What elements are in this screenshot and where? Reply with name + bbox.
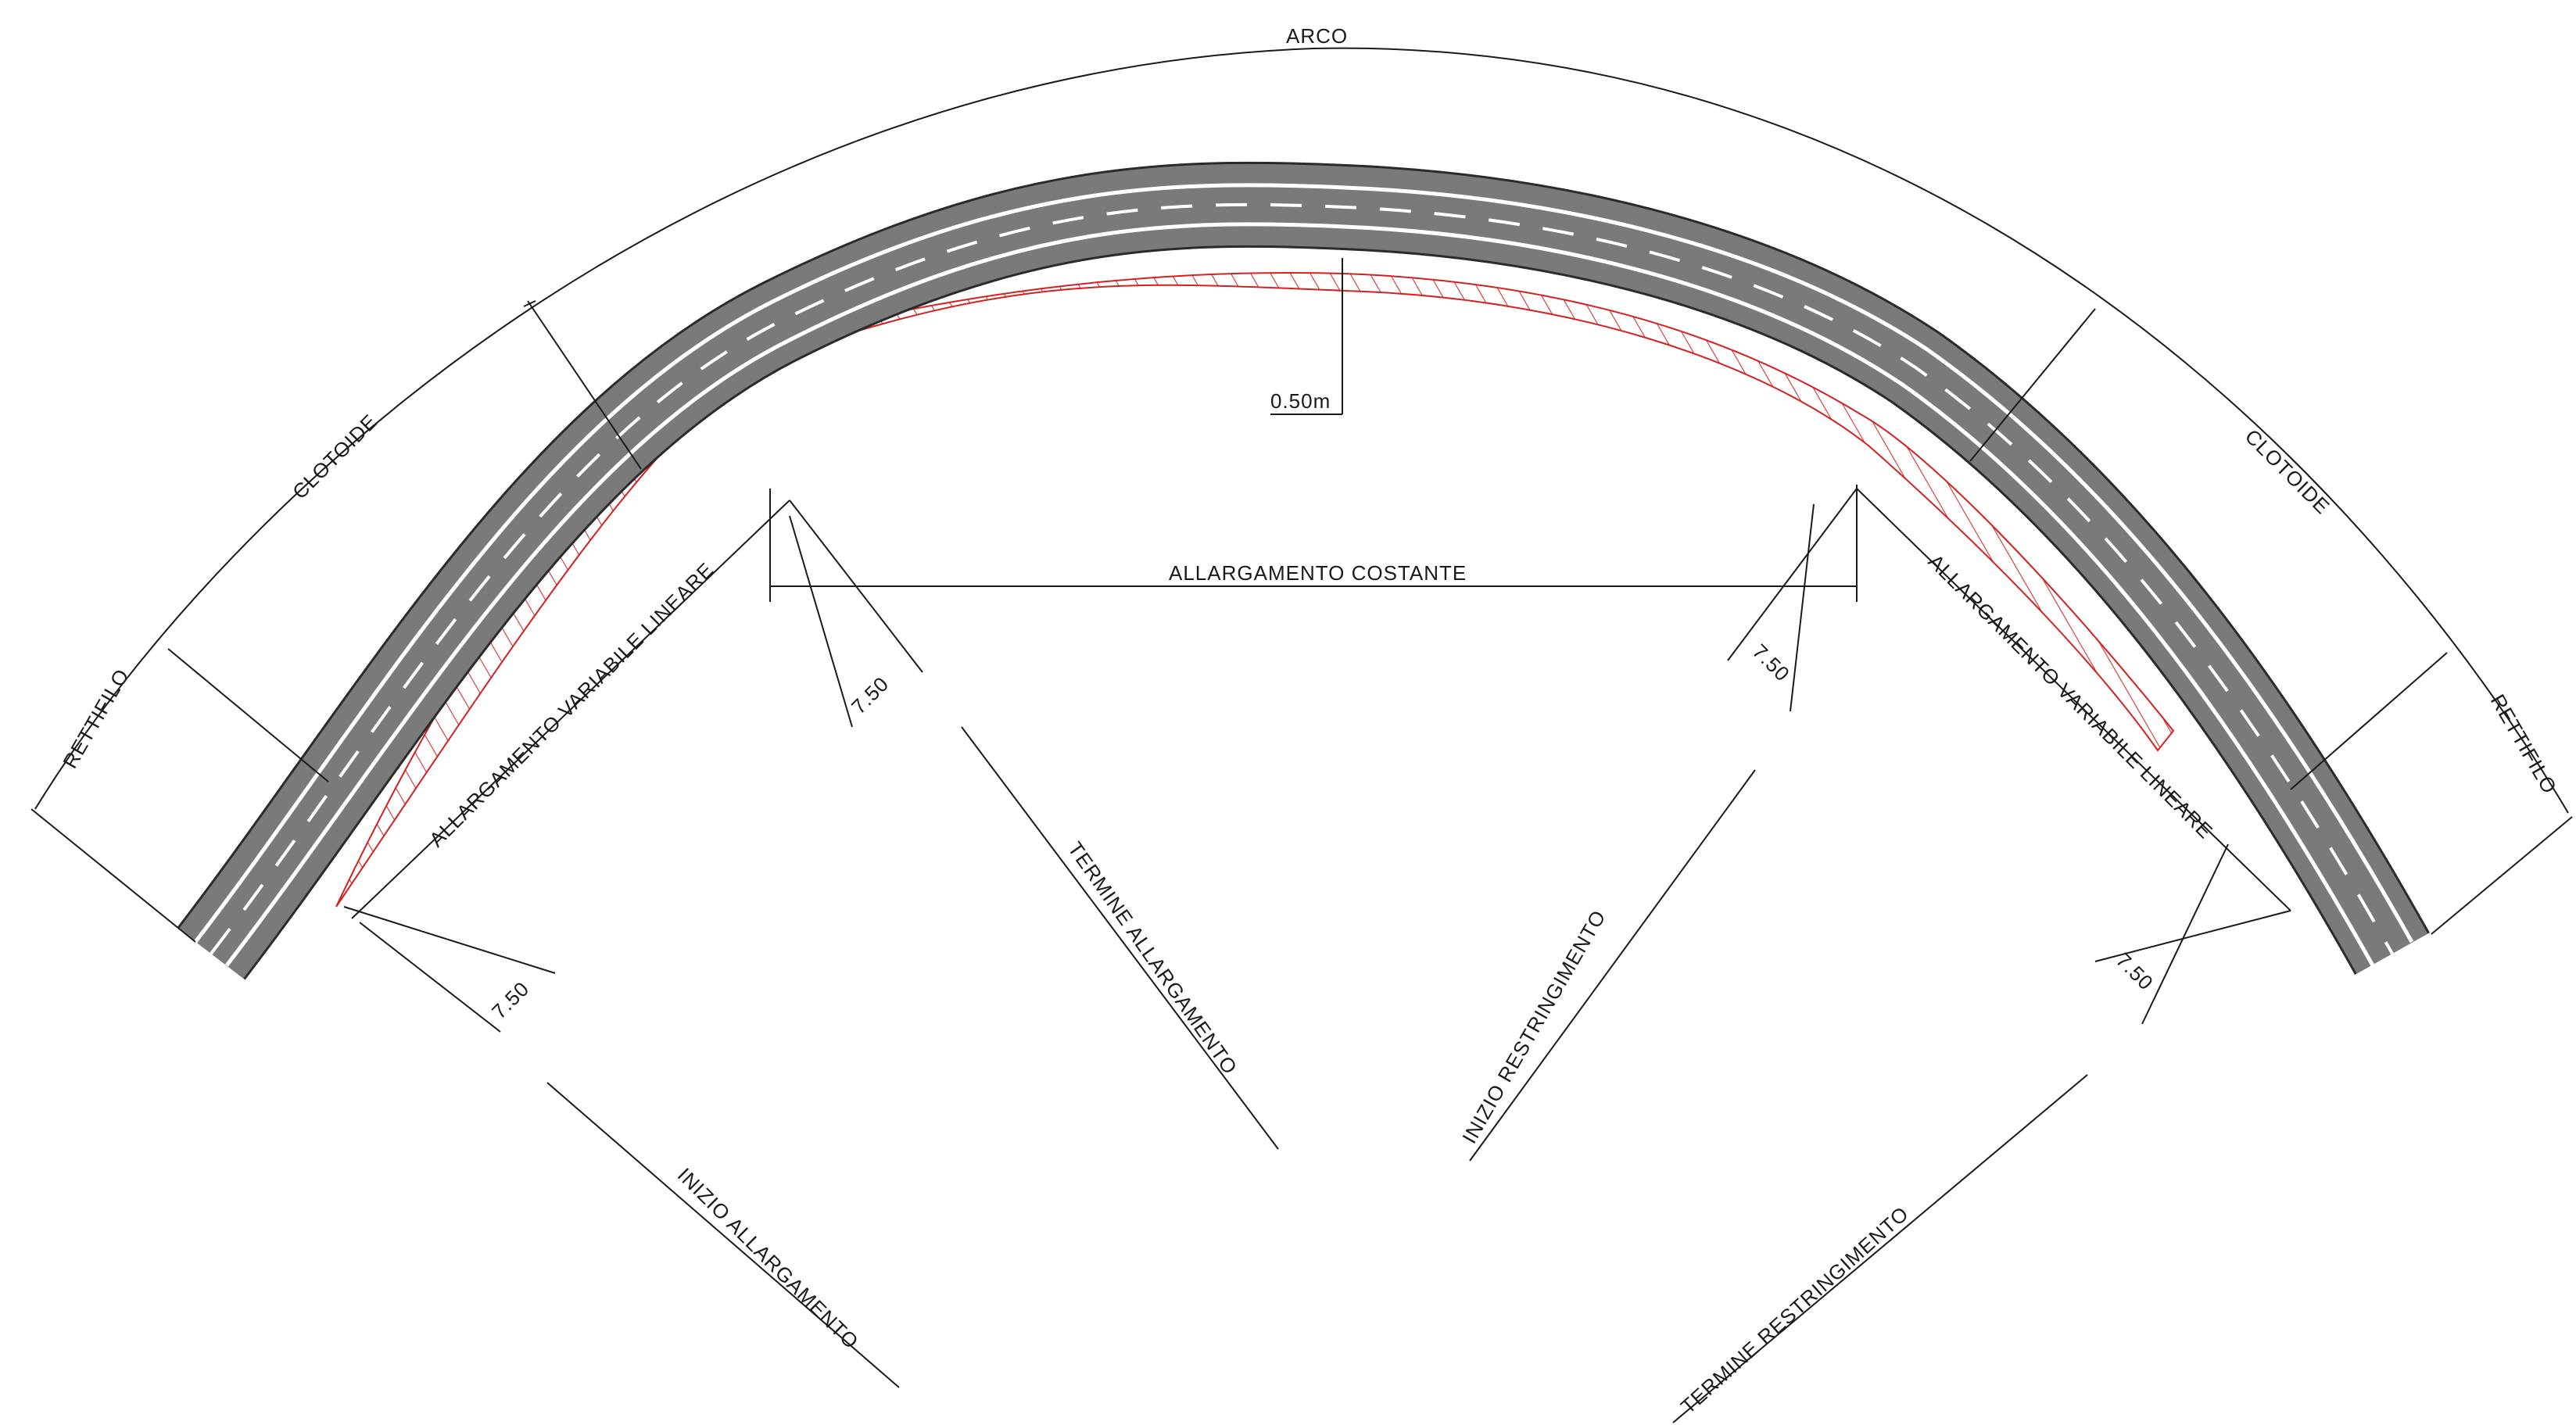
arc-dimension-line (34, 47, 2569, 814)
leader-inizio-allargamento (546, 1082, 900, 1388)
variabile-left-ext-a (343, 906, 556, 974)
arc-limit-left (527, 300, 642, 470)
rettifilo-limit-left (167, 648, 329, 782)
variabile-right-ext-b (2094, 910, 2291, 962)
leader-inizio-restringimento (1469, 769, 1756, 1162)
label-widening-050: 0.50m (1270, 389, 1331, 413)
dim750-b-line (789, 515, 853, 728)
leader-termine-allargamento (961, 726, 1279, 1150)
label-dim-750-a: 7.50 (487, 976, 534, 1023)
label-rettifilo-right: RETTIFILO (2486, 690, 2562, 798)
label-inizio-allargamento: INIZIO ALLARGAMENTO (673, 1163, 864, 1354)
road-end-left (30, 808, 196, 943)
arc-limit-right (1969, 308, 2096, 462)
label-clotoide-right: CLOTOIDE (2241, 424, 2335, 519)
label-dim-750-b: 7.50 (847, 671, 894, 718)
variabile-left-dim-line (351, 499, 790, 919)
dim750-a-line (359, 922, 501, 1033)
dim750-c-line (1790, 503, 1815, 712)
variabile-right-dim-line (1856, 488, 2291, 911)
label-clotoide-left: CLOTOIDE (288, 410, 382, 504)
dim750-d-line (2141, 843, 2229, 1025)
label-termine-restringimento: TERMINE RESTRINGIMENTO (1676, 1201, 1913, 1418)
label-arco: ARCO (1286, 24, 1348, 48)
label-rettifilo-left: RETTIFILO (58, 664, 134, 772)
leader-termine-restringimento (1672, 1074, 2088, 1423)
label-inizio-restringimento: INIZIO RESTRINGIMENTO (1457, 906, 1610, 1148)
road-centre-line (210, 202, 2394, 955)
road-outer-edge-line (194, 183, 2414, 943)
label-termine-allargamento: TERMINE ALLARGAMENTO (1063, 837, 1242, 1079)
variabile-left-ext-b (789, 499, 923, 673)
road-inner-edge-line (225, 222, 2375, 967)
label-dim-750-c: 7.50 (1748, 639, 1795, 686)
label-allargamento-costante: ALLARGAMENTO COSTANTE (1169, 561, 1467, 585)
rettifilo-limit-right (2290, 652, 2448, 790)
variabile-right-ext-a (1727, 488, 1858, 661)
road-end-right (2431, 816, 2573, 935)
